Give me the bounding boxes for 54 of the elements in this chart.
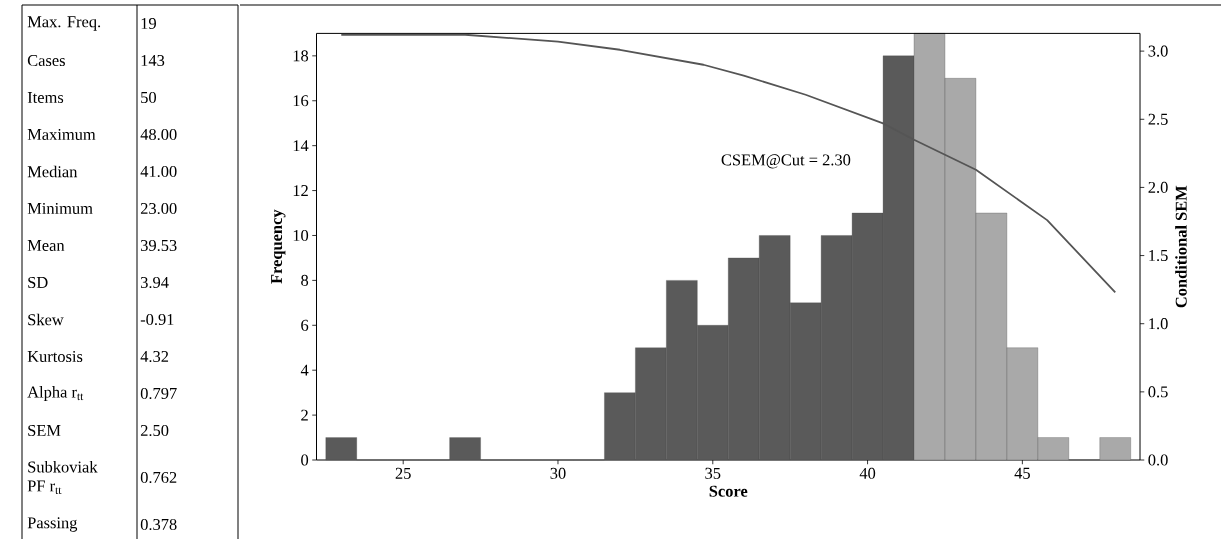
y2-tick-label: 1.0 xyxy=(1149,318,1168,330)
category-label: Mean xyxy=(27,240,65,251)
text: 48.00 xyxy=(140,128,177,141)
y-tick-label: 0 xyxy=(301,454,309,466)
text: 39.53 xyxy=(140,239,177,252)
category-label: Kurtosis xyxy=(27,350,83,363)
text: 19 xyxy=(141,17,156,30)
y-tick-label: 8 xyxy=(301,274,309,286)
category-label: Max. Freq. xyxy=(27,16,101,31)
text: 0.378 xyxy=(140,518,177,531)
y-tick-label: 12 xyxy=(293,185,308,197)
x-tick-label: 45 xyxy=(1014,467,1030,479)
y2-tick-label: 0.0 xyxy=(1148,454,1168,466)
y-tick-label: 18 xyxy=(293,50,309,62)
x-axis-title: Score xyxy=(709,485,748,497)
text: 2.50 xyxy=(140,424,169,437)
y-axis-title: Frequency xyxy=(271,209,286,284)
y2-axis-title: Conditional SEM xyxy=(1175,185,1187,308)
category-label: Median xyxy=(27,165,78,178)
y-tick-label: 14 xyxy=(293,140,309,152)
category-label: Subkoviak PF r$_{tt}$ xyxy=(27,460,98,495)
category-label: SEM xyxy=(28,424,61,437)
y-tick-label: 10 xyxy=(293,229,309,242)
y2-tick-label: 0.5 xyxy=(1148,386,1168,398)
text: -0.91 xyxy=(140,313,174,326)
y-tick-label: 16 xyxy=(293,95,309,107)
y2-tick-label: 1.5 xyxy=(1149,250,1168,262)
category-label: SD xyxy=(28,276,48,289)
x-tick-label: 40 xyxy=(859,467,876,479)
y-tick-label: 2 xyxy=(301,409,308,421)
text: 50 xyxy=(141,91,157,104)
x-tick-label: 30 xyxy=(550,467,566,479)
text: 0.797 xyxy=(140,387,177,400)
category-label: Skew xyxy=(28,313,64,326)
x-tick-label: 25 xyxy=(395,467,411,479)
y2-tick-label: 2.5 xyxy=(1148,113,1168,125)
category-label: Minimum xyxy=(27,202,93,215)
category-label: Alpha r$_{tt}$ xyxy=(27,386,84,401)
y-tick-label: 6 xyxy=(301,319,309,331)
text: 4.32 xyxy=(140,350,169,363)
y-tick-label: 4 xyxy=(300,364,309,376)
x-tick-label: 35 xyxy=(705,467,721,479)
y2-tick-label: 3.0 xyxy=(1148,45,1168,57)
category-label: Items xyxy=(27,92,64,103)
text: 41.00 xyxy=(140,165,177,178)
y2-tick-label: 2.0 xyxy=(1148,181,1168,193)
annotation: CSEM@Cut = 2.30 xyxy=(721,154,851,169)
text: 23.00 xyxy=(140,202,177,215)
category-label: Cases xyxy=(27,54,65,67)
text: 0.762 xyxy=(140,471,177,484)
text: 3.94 xyxy=(140,276,169,289)
text: 143 xyxy=(141,54,165,67)
category-label: Maximum xyxy=(27,128,96,141)
category-label: Passing xyxy=(27,517,78,532)
